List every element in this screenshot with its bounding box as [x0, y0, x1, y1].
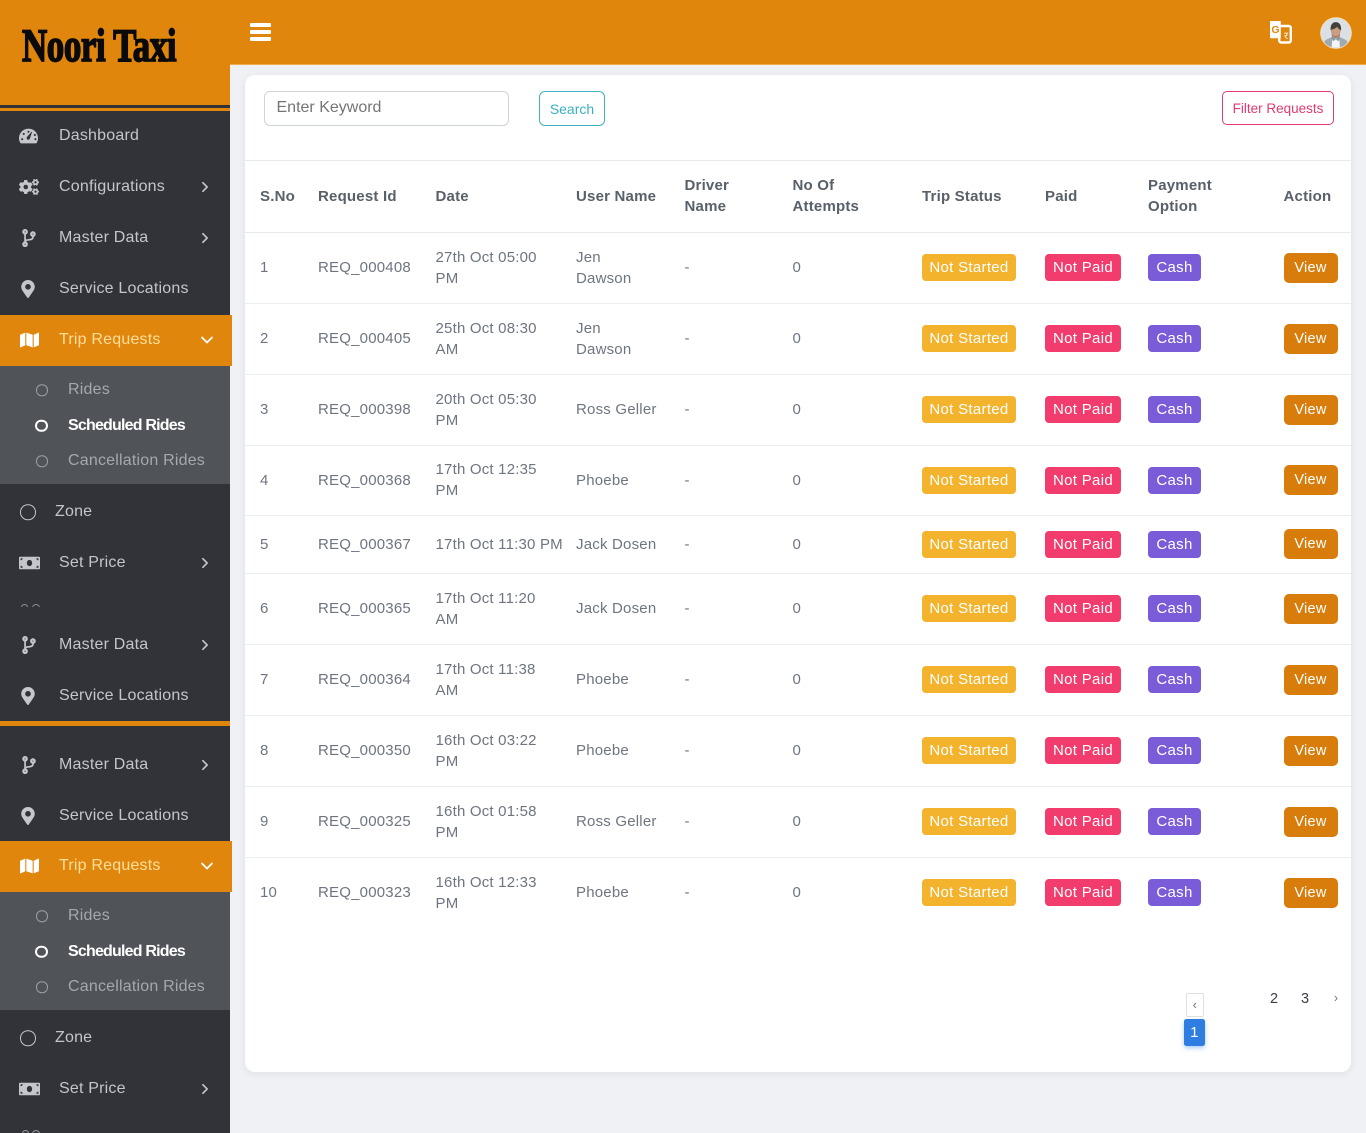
svg-text:G: G [1271, 24, 1279, 36]
svg-text:र: र [1284, 31, 1289, 42]
